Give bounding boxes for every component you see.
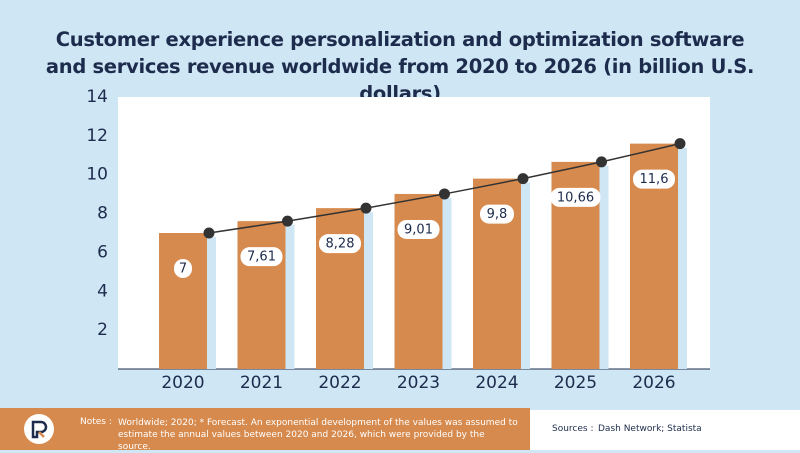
x-tick-label: 2020 <box>161 373 204 393</box>
value-label-box <box>397 219 440 239</box>
value-label-box <box>480 204 514 224</box>
x-tick-label: 2025 <box>554 373 597 393</box>
chart: 2 4 6 8 10 12 14 2020 2021 2022 2023 2024 2025 2026 7 7… <box>86 87 710 393</box>
point <box>517 173 529 185</box>
value-label-box <box>319 234 361 254</box>
point <box>596 156 607 168</box>
value-label-box <box>174 259 192 278</box>
point <box>439 188 450 200</box>
y-tick-label: 10 <box>86 165 108 185</box>
bar <box>237 221 286 369</box>
footer-sources-band <box>530 410 800 450</box>
bar-shadow <box>521 182 530 369</box>
x-tick-label: 2026 <box>632 373 675 393</box>
bar-shadow <box>442 197 452 369</box>
sources-label: Sources : <box>552 424 594 434</box>
notes-label: Notes : <box>80 417 112 427</box>
bar-shadow <box>285 225 295 369</box>
value-label-box <box>240 247 283 267</box>
logo <box>24 414 54 444</box>
value-label: 7,61 <box>247 250 276 265</box>
x-tick-label: 2021 <box>240 373 283 393</box>
point <box>282 215 293 227</box>
value-label: 9,8 <box>487 207 508 222</box>
x-tick-label: 2023 <box>397 373 440 393</box>
point <box>674 138 686 150</box>
y-tick-label: 14 <box>86 87 108 107</box>
x-tick-label: 2024 <box>475 373 518 393</box>
x-tick-label: 2022 <box>318 373 361 393</box>
y-tick-label: 4 <box>97 281 108 301</box>
y-tick-label: 8 <box>97 204 108 224</box>
value-label-box <box>633 169 675 189</box>
footer-notes-band <box>0 408 530 450</box>
bar-shadow <box>207 237 216 369</box>
y-tick-label: 12 <box>86 126 108 146</box>
point <box>360 202 372 214</box>
notes-text: Worldwide; 2020; * Forecast. An exponent… <box>118 418 518 452</box>
bar-shadow <box>364 212 373 369</box>
value-label: 7 <box>179 262 187 277</box>
bar-shadow <box>678 147 687 369</box>
value-label: 11,6 <box>640 172 669 187</box>
value-label: 10,66 <box>557 190 594 205</box>
value-label-box <box>550 187 601 207</box>
sources-text: Dash Network; Statista <box>598 424 702 434</box>
logo-icon <box>31 420 48 439</box>
point <box>203 227 215 239</box>
value-label: 8,28 <box>326 237 355 252</box>
bar <box>316 208 364 369</box>
bar <box>159 233 207 369</box>
y-tick-label: 2 <box>97 320 108 340</box>
y-tick-label: 6 <box>97 242 108 262</box>
value-label: 9,01 <box>404 222 433 237</box>
bar-shadow <box>599 165 609 369</box>
